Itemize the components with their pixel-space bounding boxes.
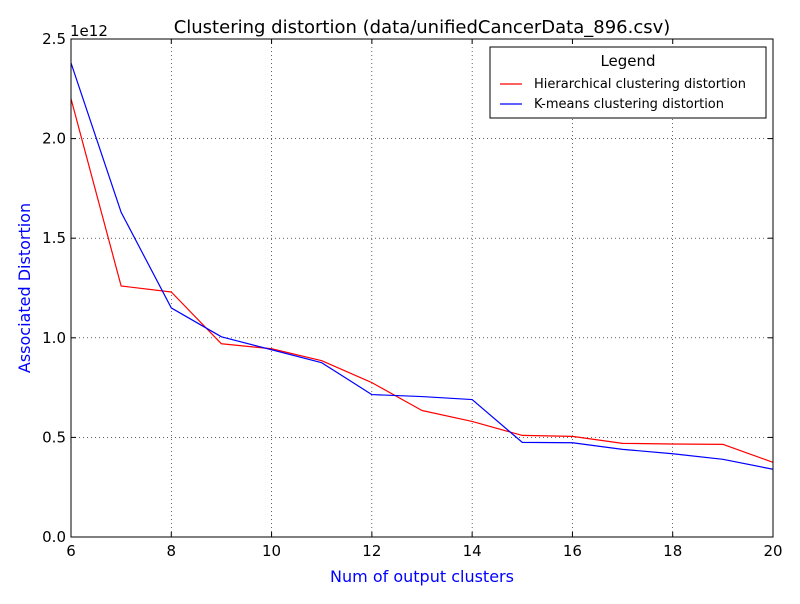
x-axis-label: Num of output clusters [330,567,514,586]
x-tick-label: 6 [66,542,76,560]
legend-label-hierarchical: Hierarchical clustering distortion [534,77,746,92]
y-tick-label: 0.5 [42,428,66,446]
x-tick-label: 14 [463,542,482,560]
y-tick-label: 1.0 [42,329,66,347]
y-axis-scale-label: 1e12 [70,22,108,40]
y-tick-label: 2.5 [42,30,66,48]
y-axis-label: Associated Distortion [15,203,34,373]
legend-title: Legend [600,52,655,70]
legend-label-kmeans: K-means clustering distortion [534,97,724,112]
x-tick-label: 18 [663,542,682,560]
series-line-kmeans [71,63,773,469]
legend: Legend Hierarchical clustering distortio… [490,47,766,118]
y-tick-label: 1.5 [42,229,66,247]
x-tick-label: 20 [763,542,782,560]
y-tick-label: 0.0 [42,528,66,546]
series-line-hierarchical [71,99,773,463]
x-tick-label: 12 [362,542,381,560]
x-tick-label: 10 [262,542,281,560]
chart-title: Clustering distortion (data/unifiedCance… [174,17,671,38]
y-tick-label: 2.0 [42,130,66,148]
x-tick-label: 8 [167,542,177,560]
x-tick-label: 16 [563,542,582,560]
series-lines [71,63,773,470]
